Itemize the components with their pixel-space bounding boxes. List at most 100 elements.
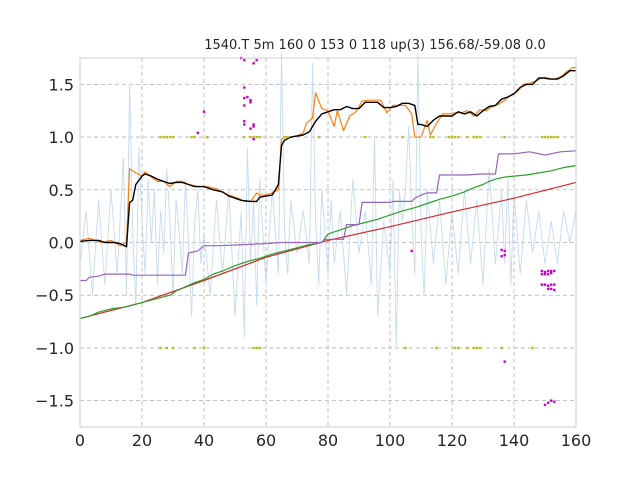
x-tick-label: 120 [437, 431, 468, 450]
marker-olive [447, 135, 451, 139]
x-tick-label: 20 [132, 431, 152, 450]
marker-olive [255, 346, 258, 350]
marker-magenta [500, 248, 503, 252]
marker-olive [466, 135, 469, 139]
marker-magenta [243, 58, 246, 62]
marker-magenta [503, 249, 506, 253]
marker-olive [543, 135, 547, 139]
marker-olive [162, 135, 165, 139]
axis-ticks: 0 20 40 60 80 100 120 140 160 −1.5 −1.0 −0.5 0.0 0.5 1… [35, 75, 591, 450]
x-tick-label: 100 [375, 431, 406, 450]
marker-olive [457, 346, 460, 350]
marker-olive [165, 346, 168, 350]
marker-olive [364, 135, 367, 139]
marker-magenta [546, 269, 550, 273]
marker-olive [472, 135, 475, 139]
marker-olive [159, 346, 162, 350]
marker-olive [453, 135, 457, 139]
marker-olive [432, 135, 435, 139]
y-tick-label: 0.0 [49, 234, 74, 253]
marker-olive [466, 346, 469, 350]
marker-magenta [543, 270, 547, 274]
marker-olive [540, 135, 544, 139]
marker-magenta [252, 123, 255, 126]
marker-olive [429, 135, 432, 139]
marker-olive [252, 346, 255, 350]
y-tick-label: 0.5 [49, 181, 74, 200]
marker-magenta [550, 287, 553, 291]
marker-olive [401, 135, 404, 139]
x-tick-label: 140 [499, 431, 530, 450]
marker-olive [258, 346, 261, 350]
marker-magenta [503, 360, 506, 363]
marker-magenta [249, 127, 252, 130]
marker-magenta [252, 62, 255, 65]
marker-magenta [553, 400, 556, 403]
marker-magenta [243, 96, 246, 100]
series-line-purple [80, 150, 577, 282]
marker-olive [202, 346, 206, 350]
marker-magenta [249, 98, 252, 102]
marker-magenta [543, 403, 547, 407]
marker-olive [556, 135, 559, 139]
marker-olive [478, 346, 482, 350]
marker-olive [171, 135, 175, 139]
y-tick-label: −1.5 [35, 392, 74, 411]
x-tick-label: 0 [75, 431, 85, 450]
marker-magenta [540, 283, 544, 286]
marker-magenta [252, 125, 255, 128]
marker-magenta [546, 287, 550, 291]
marker-olive [243, 135, 246, 139]
marker-olive [168, 135, 172, 139]
marker-olive [165, 135, 168, 139]
marker-olive [249, 135, 252, 139]
marker-olive [475, 346, 478, 350]
x-tick-label: 60 [256, 431, 276, 450]
marker-magenta [550, 283, 553, 286]
marker-olive [317, 135, 320, 139]
marker-olive [255, 135, 258, 139]
marker-magenta [543, 283, 547, 286]
y-tick-label: 1.0 [49, 128, 74, 147]
marker-olive [205, 135, 209, 139]
marker-magenta [540, 272, 544, 276]
marker-olive [503, 135, 506, 139]
marker-olive [553, 135, 556, 139]
y-tick-label: −0.5 [35, 286, 74, 305]
marker-olive [190, 135, 193, 139]
marker-magenta [540, 269, 544, 273]
marker-magenta [550, 271, 553, 275]
chart-title: 1540.T 5m 160 0 153 0 118 up(3) 156.68/-… [204, 38, 546, 53]
y-tick-label: −1.0 [35, 339, 74, 358]
marker-magenta [503, 253, 506, 257]
marker-olive [252, 135, 255, 139]
y-tick-label: 1.5 [49, 75, 74, 94]
series-line-lightblue [79, 52, 577, 349]
marker-magenta [196, 131, 199, 135]
marker-olive [258, 135, 261, 139]
marker-magenta [243, 104, 246, 107]
x-tick-label: 80 [318, 431, 338, 450]
marker-magenta [202, 110, 206, 113]
marker-points [159, 56, 559, 407]
marker-olive [404, 346, 407, 350]
marker-olive [550, 135, 553, 139]
marker-olive [472, 346, 475, 350]
marker-olive [453, 346, 457, 350]
marker-olive [500, 346, 503, 350]
marker-magenta [243, 120, 246, 123]
marker-magenta [550, 399, 553, 402]
marker-olive [435, 346, 438, 350]
marker-magenta [252, 137, 255, 141]
marker-magenta [543, 272, 547, 276]
marker-olive [546, 135, 550, 139]
marker-magenta [249, 101, 252, 104]
marker-magenta [546, 284, 550, 287]
marker-olive [193, 346, 196, 350]
marker-magenta [553, 288, 556, 292]
marker-olive [286, 135, 289, 139]
x-tick-label: 160 [561, 431, 592, 450]
marker-olive [283, 135, 286, 139]
